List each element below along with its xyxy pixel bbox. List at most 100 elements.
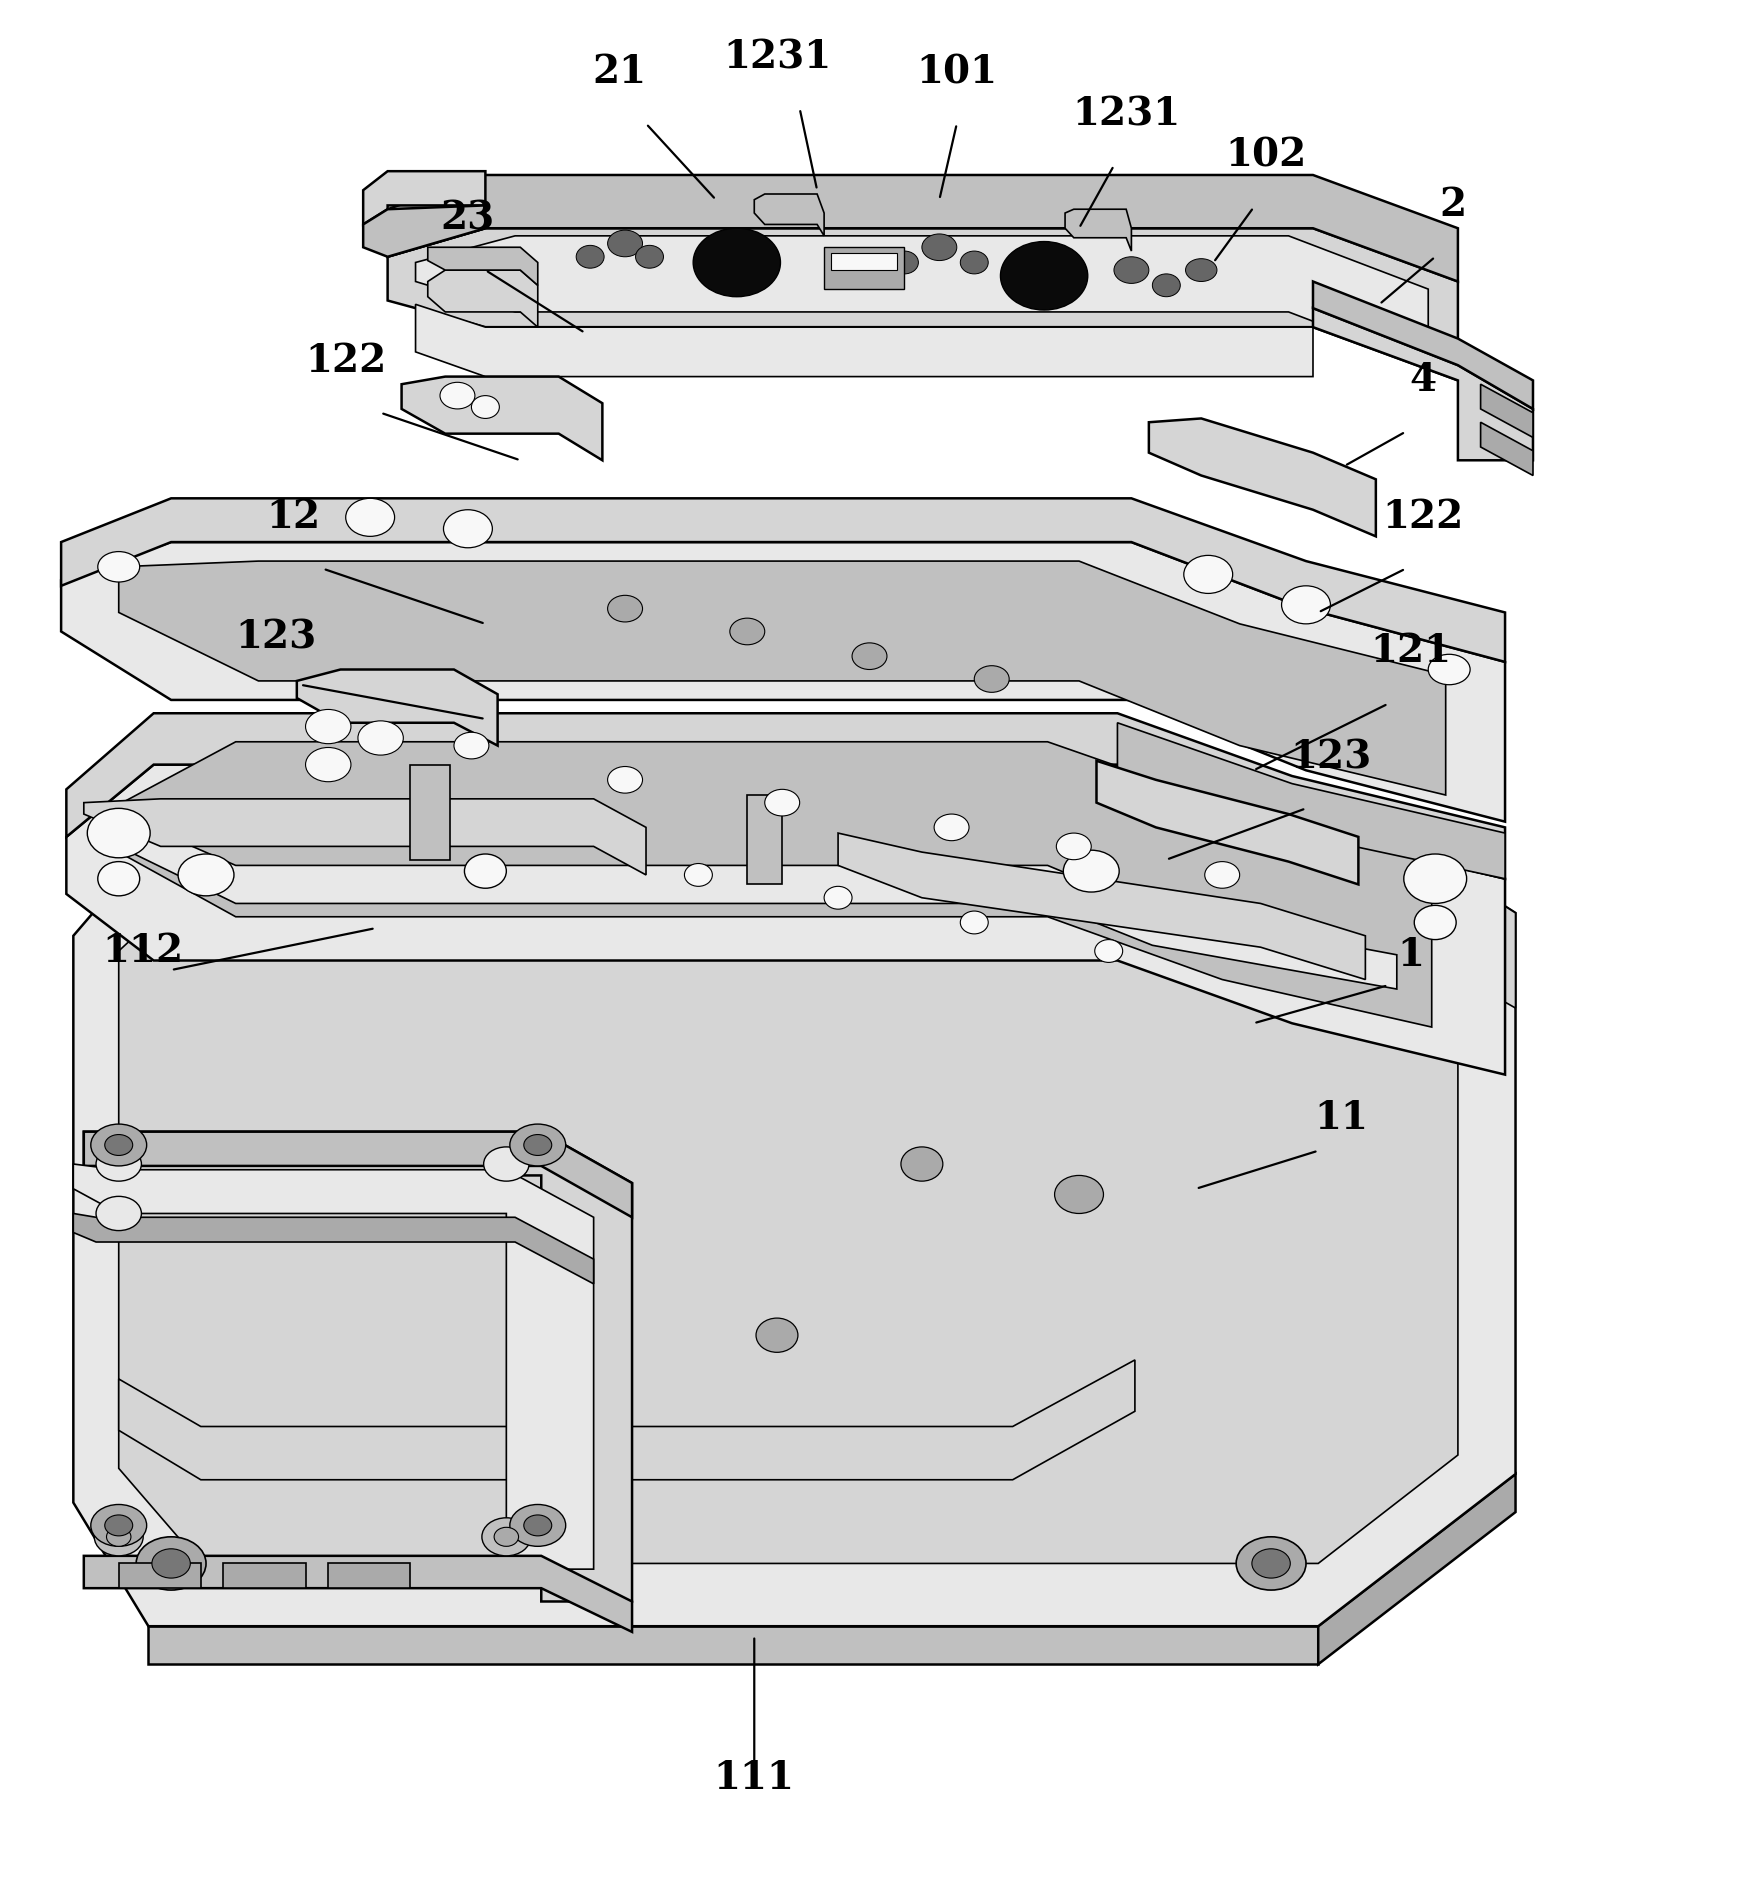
Ellipse shape xyxy=(1096,846,1131,873)
Text: 23: 23 xyxy=(440,200,496,238)
Ellipse shape xyxy=(464,854,506,888)
Ellipse shape xyxy=(824,886,852,909)
Polygon shape xyxy=(831,253,897,270)
Ellipse shape xyxy=(98,552,140,582)
Ellipse shape xyxy=(1083,835,1145,884)
Text: 111: 111 xyxy=(714,1759,794,1797)
Ellipse shape xyxy=(136,1537,206,1590)
Ellipse shape xyxy=(608,767,643,793)
Ellipse shape xyxy=(730,618,765,645)
Ellipse shape xyxy=(510,1124,566,1166)
Text: 12: 12 xyxy=(267,498,320,536)
Text: 122: 122 xyxy=(1383,498,1463,536)
Text: 1231: 1231 xyxy=(1072,95,1180,133)
Ellipse shape xyxy=(684,864,712,886)
Ellipse shape xyxy=(358,721,403,755)
Polygon shape xyxy=(328,1563,410,1588)
Ellipse shape xyxy=(471,396,499,418)
Polygon shape xyxy=(838,833,1365,980)
Ellipse shape xyxy=(105,1514,133,1537)
Ellipse shape xyxy=(576,245,604,268)
Text: 1231: 1231 xyxy=(723,38,831,76)
Ellipse shape xyxy=(765,789,800,816)
Ellipse shape xyxy=(693,228,780,297)
Polygon shape xyxy=(297,670,498,746)
Ellipse shape xyxy=(1186,259,1217,281)
Polygon shape xyxy=(416,304,1313,377)
Polygon shape xyxy=(1481,422,1533,476)
Ellipse shape xyxy=(524,1514,552,1537)
Ellipse shape xyxy=(482,1518,531,1556)
Polygon shape xyxy=(73,818,1516,1626)
Polygon shape xyxy=(1117,723,1505,879)
Text: 122: 122 xyxy=(306,342,386,380)
Ellipse shape xyxy=(443,510,492,548)
Ellipse shape xyxy=(1055,1175,1103,1213)
Text: 4: 4 xyxy=(1409,361,1437,399)
Polygon shape xyxy=(84,1556,632,1632)
Polygon shape xyxy=(66,765,1505,1075)
Ellipse shape xyxy=(934,814,969,841)
Ellipse shape xyxy=(852,643,887,670)
Ellipse shape xyxy=(1386,907,1425,938)
Polygon shape xyxy=(363,171,485,224)
Polygon shape xyxy=(84,1132,632,1601)
Ellipse shape xyxy=(960,251,988,274)
Polygon shape xyxy=(84,1132,632,1217)
Ellipse shape xyxy=(96,1147,141,1181)
Polygon shape xyxy=(119,1360,1135,1480)
Ellipse shape xyxy=(484,1147,529,1181)
Ellipse shape xyxy=(1000,242,1088,310)
Ellipse shape xyxy=(510,1504,566,1546)
Ellipse shape xyxy=(1205,862,1240,888)
Ellipse shape xyxy=(1056,833,1091,860)
Polygon shape xyxy=(61,498,1505,662)
Ellipse shape xyxy=(1095,940,1123,962)
Polygon shape xyxy=(119,875,1458,1563)
Polygon shape xyxy=(824,247,904,289)
Ellipse shape xyxy=(608,595,643,622)
Polygon shape xyxy=(1318,1474,1516,1664)
Ellipse shape xyxy=(152,1548,190,1579)
Ellipse shape xyxy=(96,1196,141,1231)
Ellipse shape xyxy=(1282,586,1330,624)
Ellipse shape xyxy=(1114,257,1149,283)
Text: 21: 21 xyxy=(594,53,646,91)
Ellipse shape xyxy=(440,382,475,409)
Ellipse shape xyxy=(306,709,351,744)
Polygon shape xyxy=(223,1563,306,1588)
Ellipse shape xyxy=(91,1504,147,1546)
Ellipse shape xyxy=(1404,854,1467,903)
Ellipse shape xyxy=(524,1134,552,1156)
Ellipse shape xyxy=(1414,905,1456,940)
Ellipse shape xyxy=(636,245,663,268)
Ellipse shape xyxy=(94,1518,143,1556)
Polygon shape xyxy=(1313,308,1533,460)
Ellipse shape xyxy=(454,732,489,759)
Polygon shape xyxy=(1117,818,1516,1008)
Polygon shape xyxy=(1313,281,1533,409)
Polygon shape xyxy=(363,205,485,257)
Polygon shape xyxy=(66,713,1505,879)
Ellipse shape xyxy=(1252,1548,1290,1579)
Text: 101: 101 xyxy=(917,53,997,91)
Ellipse shape xyxy=(87,808,150,858)
Polygon shape xyxy=(747,795,782,884)
Polygon shape xyxy=(428,247,538,285)
Ellipse shape xyxy=(105,1134,133,1156)
Ellipse shape xyxy=(98,862,140,896)
Text: 11: 11 xyxy=(1315,1099,1367,1137)
Polygon shape xyxy=(84,799,646,875)
Ellipse shape xyxy=(960,911,988,934)
Ellipse shape xyxy=(974,666,1009,692)
Polygon shape xyxy=(1149,418,1376,536)
Ellipse shape xyxy=(756,1318,798,1352)
Polygon shape xyxy=(119,561,1446,795)
Text: 121: 121 xyxy=(1371,631,1451,670)
Ellipse shape xyxy=(346,498,395,536)
Ellipse shape xyxy=(1428,654,1470,685)
Polygon shape xyxy=(402,377,602,460)
Polygon shape xyxy=(416,236,1428,365)
Polygon shape xyxy=(410,765,450,860)
Polygon shape xyxy=(119,1563,201,1588)
